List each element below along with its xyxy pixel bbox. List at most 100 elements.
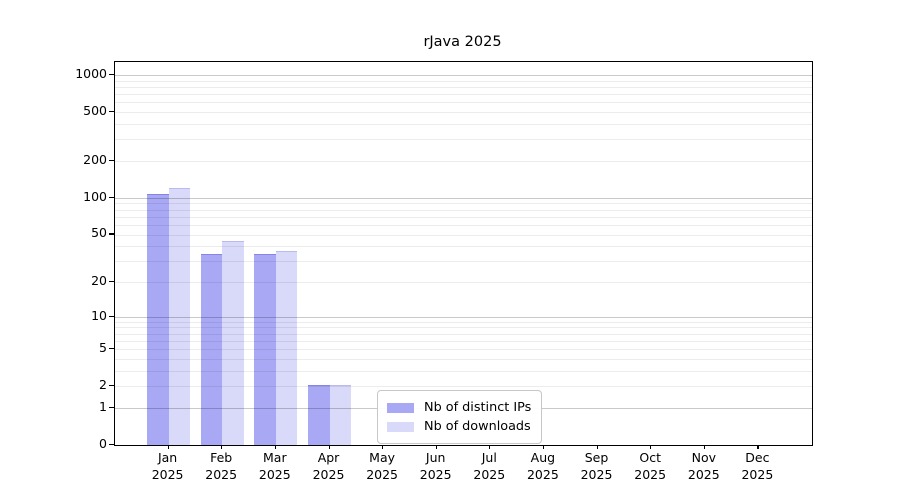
x-tick-label-oct: Oct 2025 (620, 450, 680, 483)
gridline-minor (115, 161, 812, 162)
x-tick-mark (435, 445, 437, 449)
x-tick-year: 2025 (419, 466, 452, 482)
x-tick-mark (703, 445, 705, 449)
plot-area (114, 61, 813, 446)
x-tick-year: 2025 (473, 466, 506, 482)
x-tick-label-feb: Feb 2025 (191, 450, 251, 483)
gridline-minor (115, 358, 812, 360)
gridline-minor (115, 216, 812, 218)
x-tick-month: May (369, 450, 396, 465)
bar-downloads-apr (329, 385, 351, 445)
legend-swatch-distinct-ips (387, 402, 414, 413)
x-tick-year: 2025 (151, 466, 184, 482)
y-tick-label: 200 (83, 152, 107, 167)
y-tick-mark (109, 385, 114, 387)
x-tick-year: 2025 (580, 466, 613, 482)
x-tick-year: 2025 (312, 466, 345, 482)
x-tick-month: Dec (745, 450, 770, 465)
x-tick-mark (274, 445, 276, 449)
y-tick-label: 20 (91, 272, 107, 288)
y-tick-mark (109, 406, 114, 409)
gridline-major (115, 316, 812, 318)
gridline-minor (115, 340, 812, 342)
gridline-minor (115, 203, 812, 205)
gridline-minor (115, 349, 812, 351)
x-tick-month: Aug (530, 450, 556, 465)
gridline-minor (115, 224, 812, 226)
x-tick-label-may: May 2025 (352, 450, 412, 483)
x-tick-month: Jul (481, 450, 497, 465)
gridline-major (115, 75, 812, 76)
gridline-minor (115, 282, 812, 283)
y-tick-mark (109, 444, 114, 446)
legend-item-downloads: Nb of downloads (387, 417, 531, 436)
x-tick-year: 2025 (205, 466, 238, 482)
x-tick-year: 2025 (258, 466, 291, 482)
x-tick-mark (542, 445, 545, 449)
y-tick-mark (109, 233, 114, 235)
bar-downloads-feb (222, 241, 244, 445)
bar-distinct-ips-feb (200, 253, 223, 445)
y-tick-label: 2 (99, 377, 107, 393)
x-tick-label-dec: Dec 2025 (727, 450, 787, 483)
x-tick-label-jan: Jan 2025 (138, 450, 198, 483)
y-tick-label: 1000 (75, 66, 107, 82)
y-tick-label: 10 (91, 307, 107, 323)
x-tick-mark (167, 445, 169, 449)
x-tick-label-nov: Nov 2025 (674, 450, 734, 483)
y-tick-mark (109, 160, 114, 162)
x-tick-mark (489, 445, 491, 449)
x-tick-year: 2025 (366, 466, 398, 482)
gridline-minor (115, 80, 812, 82)
bar-downloads-jan (168, 187, 191, 445)
y-tick-label: 50 (91, 225, 107, 241)
bar-distinct-ips-mar (254, 253, 276, 445)
x-tick-label-jun: Jun 2025 (406, 450, 466, 483)
gridline-major (115, 197, 812, 199)
gridline-minor (115, 102, 812, 104)
gridline-minor (115, 94, 812, 96)
legend-swatch-downloads (387, 421, 414, 432)
x-tick-month: Jun (425, 450, 446, 465)
y-tick-mark (109, 348, 114, 350)
y-tick-label: 500 (83, 103, 107, 119)
x-tick-month: Feb (210, 450, 233, 465)
y-tick-label: 100 (83, 188, 107, 204)
gridline-minor (115, 321, 812, 323)
chart-title: rJava 2025 (423, 34, 502, 50)
x-tick-year: 2025 (741, 466, 774, 482)
gridline-minor (115, 261, 812, 263)
y-tick-label: 5 (99, 340, 107, 356)
x-tick-month: Mar (263, 450, 287, 465)
legend: Nb of distinct IPs Nb of downloads (377, 390, 543, 444)
bar-distinct-ips-jan (147, 194, 169, 445)
y-tick-mark (109, 74, 114, 76)
gridline-minor (115, 386, 812, 388)
gridline-minor (115, 327, 812, 329)
x-tick-label-apr: Apr 2025 (299, 450, 359, 483)
bar-downloads-mar (275, 250, 298, 445)
gridline-minor (115, 370, 812, 372)
bar-distinct-ips-apr (308, 385, 330, 445)
gridline-minor (115, 87, 812, 88)
legend-label: Nb of downloads (424, 419, 531, 434)
x-tick-mark (596, 445, 598, 449)
gridline-minor (115, 234, 812, 236)
x-tick-label-sep: Sep 2025 (567, 450, 627, 483)
legend-label: Nb of distinct IPs (424, 400, 532, 415)
x-tick-year: 2025 (687, 466, 720, 482)
x-tick-mark (382, 445, 384, 449)
x-tick-year: 2025 (634, 466, 667, 482)
x-tick-label-mar: Mar 2025 (245, 450, 305, 483)
gridline-minor (115, 209, 812, 211)
y-tick-mark (109, 111, 114, 113)
x-tick-month: Oct (639, 450, 661, 465)
x-tick-label-jul: Jul 2025 (459, 450, 519, 483)
y-tick-mark (109, 315, 114, 317)
x-tick-month: Apr (317, 450, 340, 465)
gridline-minor (115, 246, 812, 248)
y-tick-label: 0 (99, 436, 107, 451)
x-tick-mark (328, 445, 330, 449)
gridline-minor (115, 124, 812, 125)
x-tick-mark (221, 445, 223, 449)
